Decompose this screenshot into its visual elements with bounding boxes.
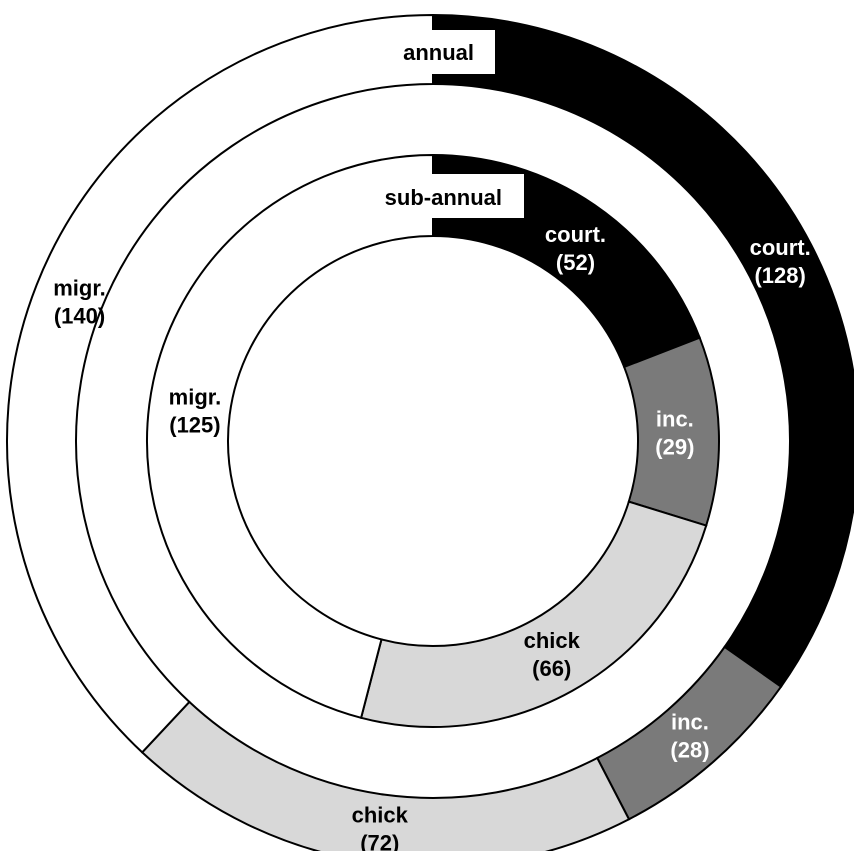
segment-label-sub-annual-migr: migr. (125) (169, 385, 222, 438)
sub-annual-ring-title: sub-annual (385, 185, 502, 210)
segment-category-sub-annual-court: court. (545, 222, 606, 247)
segment-value-annual-inc: (28) (670, 738, 709, 763)
segment-sub-annual-migr (146, 153, 434, 720)
segment-label-annual-migr: migr. (140) (53, 276, 106, 329)
segment-category-sub-annual-migr: migr. (169, 385, 222, 410)
segment-layer (6, 13, 854, 851)
segment-label-sub-annual-inc: inc. (29) (655, 407, 694, 460)
segment-category-annual-migr: migr. (53, 276, 106, 301)
segment-category-annual-inc: inc. (671, 710, 709, 735)
segment-label-annual-inc: inc. (28) (670, 710, 709, 763)
annual-ring-title: annual (403, 40, 474, 65)
annual-title-background (384, 30, 495, 74)
segment-value-sub-annual-migr: (125) (169, 413, 220, 438)
segment-annual-court (432, 13, 854, 689)
ring-title-layer: annual sub-annual (358, 30, 524, 218)
segment-value-annual-chick: (72) (360, 830, 399, 851)
segment-label-layer: court. (128) inc. (28) chick (72) migr. (140) co… (53, 222, 811, 851)
segment-category-annual-court: court. (750, 235, 811, 260)
segment-category-sub-annual-chick: chick (524, 628, 581, 653)
segment-label-annual-chick: chick (72) (352, 802, 409, 851)
segment-category-annual-chick: chick (352, 802, 409, 827)
segment-annual-migr (6, 13, 434, 754)
sub-annual-title-background (358, 174, 524, 218)
segment-sub-annual-chick (359, 500, 708, 728)
segment-label-sub-annual-chick: chick (66) (524, 628, 581, 681)
segment-value-sub-annual-court: (52) (556, 250, 595, 275)
segment-value-annual-court: (128) (754, 263, 805, 288)
segment-annual-chick (140, 700, 631, 851)
segment-label-sub-annual-court: court. (52) (545, 222, 606, 275)
segment-category-sub-annual-inc: inc. (656, 407, 694, 432)
segment-value-annual-migr: (140) (54, 304, 105, 329)
segment-value-sub-annual-inc: (29) (655, 435, 694, 460)
segment-label-annual-court: court. (128) (750, 235, 811, 288)
segment-sub-annual-inc (622, 336, 720, 527)
segment-value-sub-annual-chick: (66) (532, 656, 571, 681)
